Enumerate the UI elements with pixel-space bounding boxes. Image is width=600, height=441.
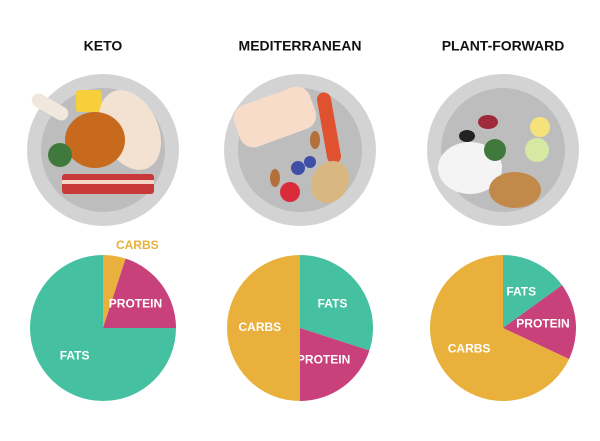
pie-slice	[503, 285, 576, 360]
plate-keto	[27, 74, 179, 226]
chart-title: MEDITERRANEAN	[239, 38, 362, 54]
pie-slice	[503, 255, 563, 328]
pie-slice	[429, 255, 570, 402]
slice-label: PROTEIN	[516, 316, 569, 330]
pie-slice	[227, 255, 300, 401]
pie-slice	[30, 255, 176, 401]
slice-label: PROTEIN	[297, 353, 350, 367]
slice-label: PROTEIN	[109, 297, 162, 311]
plate-mediterranean	[224, 74, 376, 226]
slice-label: CARBS	[116, 238, 159, 252]
pie-slice	[103, 255, 126, 328]
slice-label: FATS	[60, 349, 90, 363]
chart-title: PLANT-FORWARD	[442, 38, 565, 54]
pie-slice	[103, 258, 176, 328]
slice-label: FATS	[506, 284, 536, 298]
slice-label: CARBS	[239, 320, 282, 334]
pie-slice	[300, 328, 370, 401]
slice-label: FATS	[318, 297, 348, 311]
plate-plant-forward	[427, 74, 579, 226]
pie-slice	[300, 255, 374, 351]
chart-title: KETO	[84, 38, 123, 54]
slice-label: CARBS	[448, 342, 491, 356]
